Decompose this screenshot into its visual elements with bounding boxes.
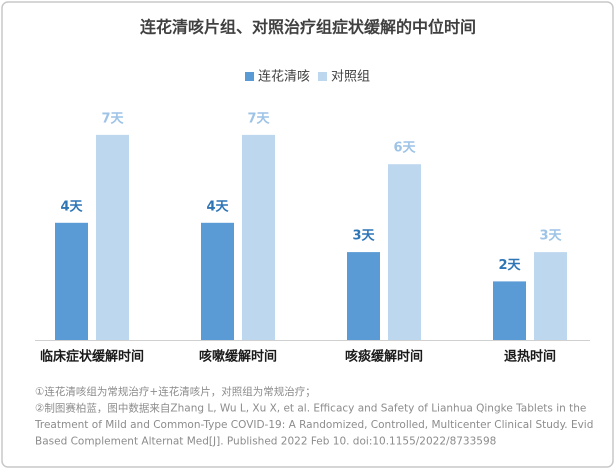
value-label: 6天 xyxy=(393,141,416,156)
value-label: 3天 xyxy=(539,229,562,244)
legend-swatch xyxy=(245,72,254,81)
value-label: 4天 xyxy=(60,199,83,214)
x-tick-label: 咳痰缓解时间 xyxy=(345,349,423,365)
bar xyxy=(493,281,526,340)
x-tick-label: 咳嗽缓解时间 xyxy=(199,349,277,365)
bar xyxy=(201,222,234,340)
x-tick-label: 临床症状缓解时间 xyxy=(40,349,144,365)
bar xyxy=(347,252,380,340)
bar xyxy=(534,252,567,340)
footnote: ②制图赛柏蓝，图中数据来自Zhang L, Wu L, Xu X, et al.… xyxy=(35,402,586,415)
x-tick-label: 退热时间 xyxy=(504,349,556,365)
bar xyxy=(96,134,129,340)
footnote: Treatment of Mild and Common-Type COVID-… xyxy=(34,419,593,431)
value-label: 3天 xyxy=(352,229,375,244)
footnote: Based Complement Alternat Med[J]. Publis… xyxy=(35,436,496,448)
footnote: ①连花清咳组为常规治疗+连花清咳片，对照组为常规治疗； xyxy=(35,385,316,398)
bar xyxy=(55,222,88,340)
bar xyxy=(242,134,275,340)
chart-title: 连花清咳片组、对照治疗组症状缓解的中位时间 xyxy=(140,18,476,37)
value-label: 4天 xyxy=(206,199,229,214)
value-label: 2天 xyxy=(498,258,521,273)
legend-label: 连花清咳 xyxy=(258,69,310,85)
value-label: 7天 xyxy=(247,111,270,126)
bar xyxy=(388,164,421,340)
legend-swatch xyxy=(318,72,327,81)
value-label: 7天 xyxy=(101,111,124,126)
legend-label: 对照组 xyxy=(331,70,370,85)
